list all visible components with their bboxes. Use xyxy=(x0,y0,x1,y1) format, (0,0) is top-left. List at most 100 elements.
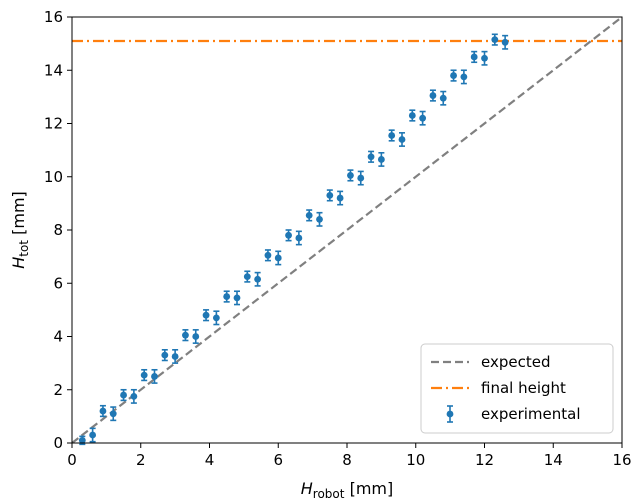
experimental-point xyxy=(120,388,127,402)
x-tick-label: 6 xyxy=(273,451,283,469)
x-tick-label: 16 xyxy=(612,451,631,469)
data-marker xyxy=(171,353,179,360)
data-marker xyxy=(377,156,385,163)
data-marker xyxy=(151,373,158,380)
expected-line xyxy=(72,17,622,443)
data-marker xyxy=(295,234,303,242)
y-tick-label: 4 xyxy=(53,328,63,346)
legend-box xyxy=(420,343,614,434)
experimental-point xyxy=(388,129,396,142)
experimental-point xyxy=(130,388,138,404)
experimental-point xyxy=(109,406,117,422)
data-marker xyxy=(357,174,365,182)
data-marker xyxy=(450,72,457,79)
data-marker xyxy=(481,54,488,62)
data-marker xyxy=(212,314,220,322)
experimental-point xyxy=(347,169,354,182)
experimental-point xyxy=(243,270,251,283)
x-axis-label: Hrobot [mm] xyxy=(301,479,393,499)
y-axis-label-sub: tot xyxy=(17,240,31,257)
data-marker xyxy=(120,391,127,399)
data-marker xyxy=(89,431,97,439)
data-marker xyxy=(305,211,313,219)
y-tick-label: 8 xyxy=(53,221,63,239)
y-tick-label: 0 xyxy=(53,434,63,452)
x-tick-label: 8 xyxy=(342,451,352,469)
experimental-point xyxy=(491,33,499,46)
data-marker xyxy=(264,251,272,259)
data-marker xyxy=(460,73,468,81)
data-marker xyxy=(398,136,406,143)
experimental-point xyxy=(182,329,189,342)
experimental-point xyxy=(429,89,437,102)
x-axis-label-unit: [mm] xyxy=(344,479,393,498)
y-axis-label-main: H xyxy=(9,257,28,269)
data-marker xyxy=(223,293,231,300)
experimental-point xyxy=(202,309,210,322)
legend-entry: experimental xyxy=(446,405,581,423)
experimental-point xyxy=(450,69,457,82)
x-tick-label: 12 xyxy=(475,451,494,469)
experimental-point xyxy=(305,209,313,222)
experimental-point xyxy=(326,189,334,202)
data-marker xyxy=(470,53,478,61)
data-marker xyxy=(388,132,396,139)
data-marker xyxy=(243,273,251,280)
legend-entry: expected xyxy=(431,353,550,371)
y-tick-label: 14 xyxy=(44,61,63,79)
experimental-point xyxy=(367,150,375,163)
legend-label: final height xyxy=(481,379,566,397)
data-marker xyxy=(78,436,86,444)
data-marker xyxy=(285,231,292,239)
data-marker xyxy=(99,407,107,415)
data-marker xyxy=(326,191,334,199)
plot-area xyxy=(72,17,622,446)
experimental-point xyxy=(161,349,169,362)
data-marker xyxy=(439,94,447,102)
data-marker xyxy=(182,331,189,339)
data-marker xyxy=(140,371,148,379)
data-marker xyxy=(161,351,169,359)
experimental-point xyxy=(89,427,97,443)
data-marker xyxy=(347,172,354,179)
experimental-point xyxy=(223,290,231,303)
x-tick-label: 4 xyxy=(205,451,215,469)
data-marker xyxy=(274,254,282,262)
experimental-point xyxy=(78,435,86,446)
data-marker xyxy=(367,153,375,161)
legend: expected final height experimental xyxy=(420,343,614,434)
data-marker xyxy=(130,393,138,400)
data-marker xyxy=(192,333,200,340)
experimental-point xyxy=(99,404,107,418)
y-tick-label: 10 xyxy=(44,168,63,186)
experimental-point xyxy=(419,110,427,126)
data-marker xyxy=(233,294,241,302)
legend-label: experimental xyxy=(481,405,581,423)
experimental-point xyxy=(408,109,416,122)
data-marker xyxy=(419,114,427,122)
data-marker xyxy=(254,275,262,283)
experimental-point xyxy=(439,90,447,106)
experimental-point xyxy=(460,69,468,85)
experimental-point xyxy=(316,211,323,227)
data-marker xyxy=(501,38,509,46)
y-tick-label: 16 xyxy=(44,8,63,26)
x-tick-label: 0 xyxy=(67,451,77,469)
legend-label: expected xyxy=(481,353,550,371)
data-marker xyxy=(316,215,323,223)
experimental-point xyxy=(151,368,158,384)
experimental-point xyxy=(398,132,406,147)
data-marker xyxy=(109,410,117,418)
experimental-point xyxy=(285,229,292,242)
experimental-point xyxy=(377,151,385,167)
x-axis-label-main: H xyxy=(301,479,313,498)
data-marker xyxy=(429,92,437,99)
experimental-point xyxy=(254,271,262,287)
experimental-point xyxy=(357,170,365,186)
experimental-point xyxy=(233,290,241,306)
experimental-point xyxy=(274,250,282,266)
data-marker xyxy=(491,36,499,44)
data-marker xyxy=(336,194,344,202)
